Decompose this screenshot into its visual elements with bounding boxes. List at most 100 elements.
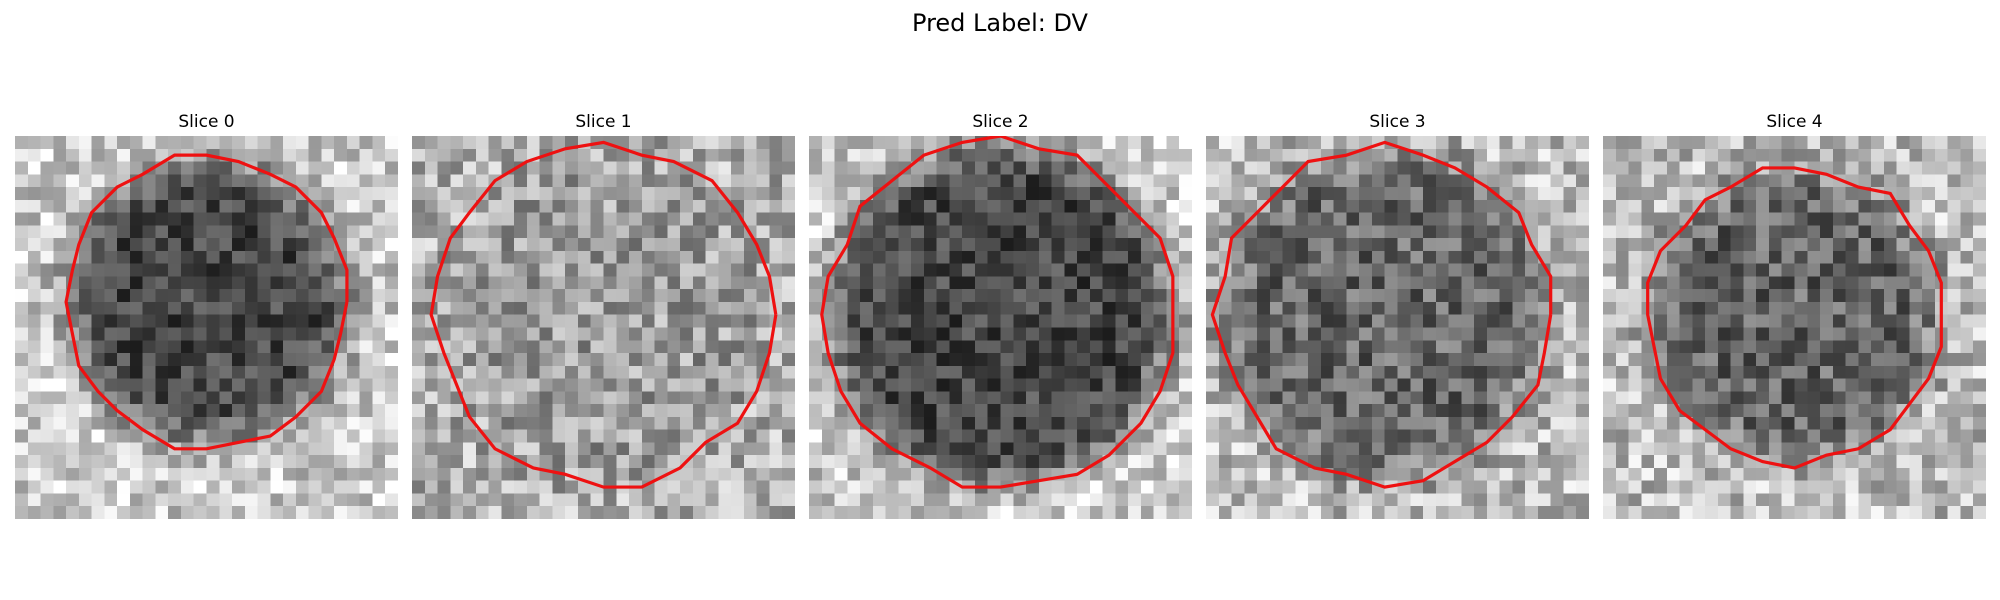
image-pixel: [552, 301, 566, 315]
image-pixel: [104, 353, 118, 367]
image-pixel: [437, 136, 451, 150]
image-pixel: [1615, 250, 1629, 264]
image-pixel: [898, 506, 912, 519]
image-pixel: [1282, 314, 1296, 328]
image-pixel: [463, 493, 477, 507]
image-pixel: [1038, 340, 1052, 354]
image-pixel: [1371, 416, 1385, 430]
image-pixel: [1537, 199, 1551, 213]
image-pixel: [1179, 442, 1192, 456]
slice-title: Slice 3: [1369, 112, 1426, 132]
image-pixel: [1128, 276, 1142, 290]
image-pixel: [1308, 442, 1322, 456]
image-pixel: [641, 455, 655, 469]
image-pixel: [1550, 378, 1564, 392]
image-pixel: [1153, 480, 1167, 494]
image-pixel: [372, 327, 386, 341]
image-pixel: [1871, 404, 1885, 418]
image-pixel: [705, 199, 719, 213]
image-pixel: [117, 250, 131, 264]
image-pixel: [539, 289, 553, 303]
image-pixel: [1115, 238, 1129, 252]
image-pixel: [1051, 314, 1065, 328]
image-pixel: [1871, 455, 1885, 469]
image-pixel: [1038, 199, 1052, 213]
image-pixel: [1397, 289, 1411, 303]
image-pixel: [552, 250, 566, 264]
image-pixel: [1641, 250, 1655, 264]
image-pixel: [1000, 187, 1014, 201]
image-pixel: [15, 506, 29, 519]
image-pixel: [514, 148, 528, 162]
image-pixel: [974, 327, 988, 341]
image-pixel: [1435, 276, 1449, 290]
image-pixel: [1000, 404, 1014, 418]
image-pixel: [1435, 212, 1449, 226]
image-pixel: [1257, 455, 1271, 469]
image-pixel: [552, 493, 566, 507]
image-pixel: [1576, 276, 1589, 290]
image-pixel: [155, 148, 169, 162]
image-pixel: [334, 276, 348, 290]
image-pixel: [1756, 263, 1770, 277]
image-pixel: [334, 493, 348, 507]
image-pixel: [437, 327, 451, 341]
image-pixel: [1486, 136, 1500, 150]
image-pixel: [1615, 276, 1629, 290]
image-pixel: [1295, 467, 1309, 481]
image-pixel: [1576, 238, 1589, 252]
image-pixel: [629, 225, 643, 239]
image-pixel: [27, 314, 41, 328]
image-pixel: [117, 365, 131, 379]
image-pixel: [1371, 340, 1385, 354]
image-pixel: [424, 506, 438, 519]
image-pixel: [1960, 301, 1974, 315]
image-pixel: [539, 212, 553, 226]
image-pixel: [334, 187, 348, 201]
image-pixel: [501, 416, 515, 430]
image-pixel: [1973, 493, 1986, 507]
image-pixel: [270, 225, 284, 239]
image-pixel: [193, 212, 207, 226]
image-pixel: [1282, 263, 1296, 277]
image-pixel: [667, 250, 681, 264]
image-pixel: [155, 467, 169, 481]
image-pixel: [257, 365, 271, 379]
image-pixel: [437, 416, 451, 430]
image-pixel: [1257, 136, 1271, 150]
image-pixel: [104, 455, 118, 469]
image-pixel: [1179, 187, 1192, 201]
image-pixel: [1525, 404, 1539, 418]
image-pixel: [577, 455, 591, 469]
image-pixel: [1333, 455, 1347, 469]
image-pixel: [539, 250, 553, 264]
image-pixel: [718, 493, 732, 507]
image-pixel: [1333, 276, 1347, 290]
image-pixel: [1410, 174, 1424, 188]
image-pixel: [1692, 353, 1706, 367]
image-pixel: [821, 365, 835, 379]
image-pixel: [1730, 327, 1744, 341]
image-pixel: [334, 365, 348, 379]
image-pixel: [78, 238, 92, 252]
image-pixel: [1166, 493, 1180, 507]
image-pixel: [385, 378, 398, 392]
image-pixel: [1000, 353, 1014, 367]
image-pixel: [1654, 212, 1668, 226]
image-pixel: [1883, 480, 1897, 494]
image-pixel: [974, 289, 988, 303]
image-pixel: [1641, 199, 1655, 213]
image-pixel: [1845, 250, 1859, 264]
image-pixel: [1410, 187, 1424, 201]
image-pixel: [15, 493, 29, 507]
image-pixel: [872, 263, 886, 277]
image-pixel: [1371, 467, 1385, 481]
image-pixel: [705, 187, 719, 201]
image-pixel: [1820, 148, 1834, 162]
image-pixel: [53, 238, 67, 252]
image-pixel: [27, 353, 41, 367]
image-pixel: [270, 353, 284, 367]
image-pixel: [78, 416, 92, 430]
image-pixel: [1423, 340, 1437, 354]
image-pixel: [1883, 455, 1897, 469]
